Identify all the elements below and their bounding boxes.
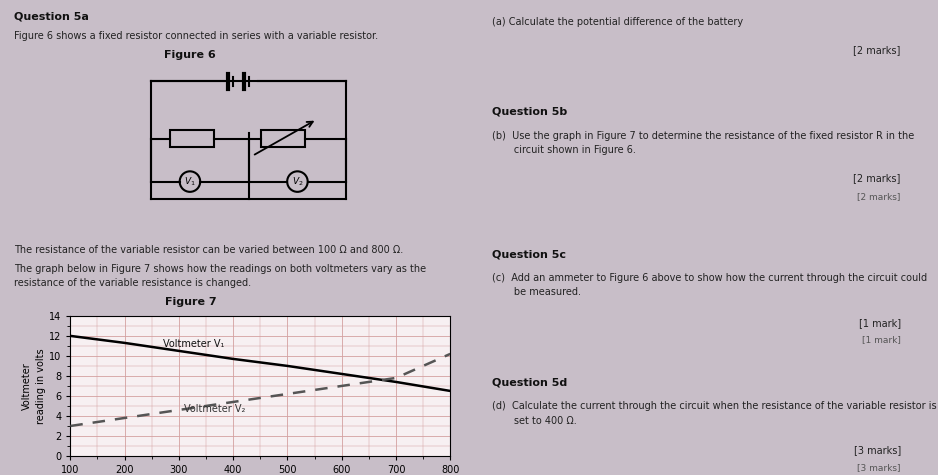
Text: [2 marks]: [2 marks] bbox=[854, 173, 900, 183]
Text: be measured.: be measured. bbox=[492, 287, 582, 297]
Text: [1 mark]: [1 mark] bbox=[858, 318, 900, 328]
Bar bbox=[171, 130, 215, 147]
Text: (a) Calculate the potential difference of the battery: (a) Calculate the potential difference o… bbox=[492, 17, 743, 27]
Text: (d)  Calculate the current through the circuit when the resistance of the variab: (d) Calculate the current through the ci… bbox=[492, 401, 937, 411]
Text: Voltmeter V₁: Voltmeter V₁ bbox=[162, 339, 224, 349]
Text: Question 5d: Question 5d bbox=[492, 378, 567, 388]
Text: Question 5c: Question 5c bbox=[492, 249, 567, 259]
Text: The resistance of the variable resistor can be varied between 100 Ω and 800 Ω.: The resistance of the variable resistor … bbox=[14, 245, 403, 255]
Text: set to 400 Ω.: set to 400 Ω. bbox=[492, 416, 577, 426]
Text: (b)  Use the graph in Figure 7 to determine the resistance of the fixed resistor: (b) Use the graph in Figure 7 to determi… bbox=[492, 131, 915, 141]
Text: circuit shown in Figure 6.: circuit shown in Figure 6. bbox=[492, 145, 636, 155]
Text: [3 marks]: [3 marks] bbox=[854, 446, 900, 456]
Bar bbox=[261, 130, 305, 147]
Text: (c)  Add an ammeter to Figure 6 above to show how the current through the circui: (c) Add an ammeter to Figure 6 above to … bbox=[492, 273, 928, 283]
Text: [2 marks]: [2 marks] bbox=[854, 45, 900, 55]
Text: Figure 7: Figure 7 bbox=[164, 297, 216, 307]
Text: Figure 6: Figure 6 bbox=[164, 50, 217, 60]
Y-axis label: Voltmeter
reading in volts: Voltmeter reading in volts bbox=[23, 348, 46, 424]
Text: [1 mark]: [1 mark] bbox=[862, 335, 900, 344]
Text: Voltmeter V₂: Voltmeter V₂ bbox=[184, 404, 246, 415]
Text: [2 marks]: [2 marks] bbox=[857, 192, 900, 201]
Text: Question 5a: Question 5a bbox=[14, 12, 89, 22]
Text: Figure 6 shows a fixed resistor connected in series with a variable resistor.: Figure 6 shows a fixed resistor connecte… bbox=[14, 31, 378, 41]
Text: Question 5b: Question 5b bbox=[492, 107, 567, 117]
Text: $V_2$: $V_2$ bbox=[292, 175, 303, 188]
Text: resistance of the variable resistance is changed.: resistance of the variable resistance is… bbox=[14, 278, 251, 288]
Text: The graph below in Figure 7 shows how the readings on both voltmeters vary as th: The graph below in Figure 7 shows how th… bbox=[14, 264, 426, 274]
Text: $V_1$: $V_1$ bbox=[184, 175, 196, 188]
Text: [3 marks]: [3 marks] bbox=[857, 463, 900, 472]
